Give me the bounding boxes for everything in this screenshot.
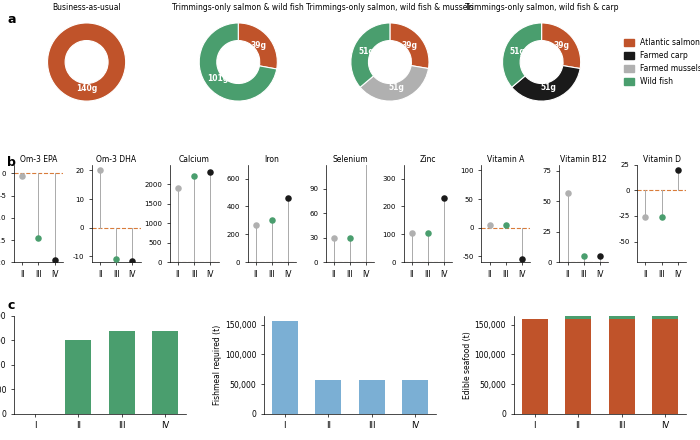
Wedge shape (48, 23, 126, 101)
Text: 39g: 39g (554, 40, 570, 50)
Point (127, 257, 138, 264)
Legend: Atlantic salmon, Farmed carp, Farmed mussels, Wild fish: Atlantic salmon, Farmed carp, Farmed mus… (624, 38, 700, 86)
Text: 51g: 51g (540, 83, 556, 92)
Bar (565, 263, 591, 319)
Title: III
Trimmings-only salmon, wild fish & mussels: III Trimmings-only salmon, wild fish & m… (306, 0, 474, 12)
Point (562, 189, 573, 196)
Bar (65, 341, 92, 414)
Title: Om-3 EPA: Om-3 EPA (20, 155, 57, 164)
Bar (153, 330, 178, 414)
Wedge shape (390, 23, 429, 69)
Wedge shape (542, 23, 581, 69)
Bar (358, 380, 385, 414)
Wedge shape (351, 23, 390, 87)
Bar (652, 319, 678, 414)
Point (360, 132, 372, 139)
Text: 140g: 140g (76, 84, 97, 93)
Bar (608, 257, 635, 286)
Title: Zinc: Zinc (420, 155, 436, 164)
Title: Selenium: Selenium (332, 155, 368, 164)
Wedge shape (238, 23, 277, 69)
Bar (402, 380, 428, 414)
Bar (565, 319, 591, 414)
Point (484, 221, 495, 228)
Text: c: c (7, 299, 15, 312)
Bar (608, 286, 635, 319)
Bar (608, 319, 635, 414)
Bar (272, 321, 298, 414)
Text: 101g: 101g (208, 74, 229, 83)
Point (172, 184, 183, 191)
Point (517, 256, 528, 263)
Point (438, 194, 449, 202)
Point (344, 234, 356, 241)
Point (578, 253, 589, 260)
Wedge shape (503, 23, 542, 87)
Bar (109, 330, 135, 414)
Title: Vitamin D: Vitamin D (643, 155, 680, 164)
Bar (652, 286, 678, 319)
Point (33, 234, 44, 241)
Point (656, 213, 667, 220)
Point (594, 253, 606, 260)
Text: 39g: 39g (251, 41, 267, 50)
Title: I
Business-as-usual: I Business-as-usual (52, 0, 121, 12)
Y-axis label: Edible seafood (t): Edible seafood (t) (463, 331, 472, 399)
Text: 51g: 51g (358, 47, 374, 55)
Point (422, 229, 433, 236)
Text: b: b (7, 156, 16, 169)
Y-axis label: Fishmeal required (t): Fishmeal required (t) (213, 325, 222, 405)
Wedge shape (199, 23, 276, 101)
Text: 39g: 39g (402, 40, 418, 50)
Point (672, 166, 683, 173)
Title: Vitamin A: Vitamin A (487, 155, 524, 164)
Wedge shape (512, 66, 580, 101)
Title: Calcium: Calcium (178, 155, 209, 164)
Point (283, 194, 294, 202)
Point (328, 234, 339, 241)
Bar (522, 319, 547, 414)
Point (251, 221, 262, 228)
Point (49, 257, 60, 264)
Text: 51g: 51g (510, 47, 526, 55)
Point (17, 172, 28, 179)
Point (188, 173, 199, 180)
Point (640, 213, 651, 220)
Text: a: a (7, 13, 15, 26)
Title: Vitamin B12: Vitamin B12 (561, 155, 607, 164)
Title: II
Trimmings-only salmon & wild fish: II Trimmings-only salmon & wild fish (172, 0, 304, 12)
Text: 51g: 51g (389, 83, 405, 92)
Bar (315, 380, 342, 414)
Point (111, 256, 122, 263)
Wedge shape (360, 66, 428, 101)
Point (406, 229, 417, 236)
Title: Iron: Iron (265, 155, 279, 164)
Bar (652, 254, 678, 286)
Point (94, 167, 106, 174)
Point (205, 169, 216, 176)
Point (267, 217, 278, 224)
Title: Om-3 DHA: Om-3 DHA (96, 155, 136, 164)
Title: IV
Trimmings-only salmon, wild fish & carp: IV Trimmings-only salmon, wild fish & ca… (465, 0, 618, 12)
Point (500, 221, 512, 228)
